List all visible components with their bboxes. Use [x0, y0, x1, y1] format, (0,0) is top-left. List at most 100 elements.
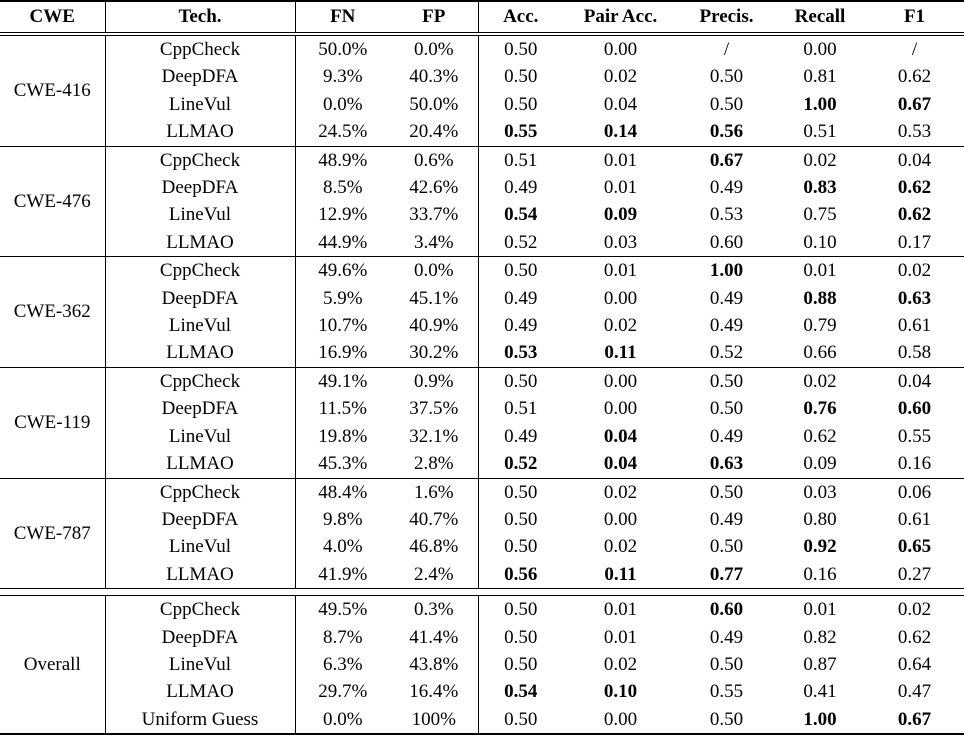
- metric-cell-precis: 0.50: [709, 536, 744, 558]
- table-row: CWE-787 CppCheck 48.4% 1.6% 0.50 0.02 0.50 0.03…: [0, 478, 964, 544]
- metric-cell-pair-acc: 0.10: [603, 681, 638, 703]
- tech-cell: LLMAO: [104, 228, 295, 257]
- metric-cell-fp: 33.7%: [409, 204, 459, 226]
- metric-cell-pair-acc: 0.09: [603, 204, 638, 226]
- metric-cell-pair-acc: 0.02: [603, 481, 638, 503]
- metric-cell-recall: 0.01: [803, 599, 837, 621]
- cwe-group-label: CWE-476: [13, 190, 91, 212]
- metric-cell-acc: 0.55: [477, 118, 563, 147]
- metric-cell-pair-acc: 0.02: [603, 653, 638, 675]
- metric-cell-acc: 0.51: [477, 146, 563, 175]
- table-row: DeepDFA 9.3% 40.3% 0.50 0.02 0.50 0.81 0.62: [0, 63, 964, 91]
- metric-cell-f1: 0.63: [897, 287, 932, 309]
- metric-cell-recall: 0.01: [803, 260, 837, 282]
- col-header-recall: Recall: [794, 6, 846, 27]
- metric-cell-fn: 16.9%: [294, 339, 390, 368]
- tech-cell: CppCheck: [104, 595, 295, 624]
- col-header-tech: Tech.: [104, 1, 295, 34]
- metric-cell-acc: 0.50: [477, 623, 563, 651]
- metric-cell-fp: 40.3%: [409, 66, 459, 88]
- metric-cell-fn: 49.1%: [294, 367, 390, 396]
- metric-cell-acc: 0.50: [477, 256, 563, 285]
- table-row: LLMAO 44.9% 3.4% 0.52 0.03 0.60 0.10 0.17: [0, 228, 964, 257]
- metric-cell-fp: 50.0%: [409, 93, 459, 115]
- metric-cell-fn: 0.0%: [294, 705, 390, 735]
- metric-cell-acc: 0.50: [477, 34, 563, 64]
- metric-cell-acc: 0.53: [477, 339, 563, 368]
- metric-cell-pair-acc: 0.01: [603, 149, 638, 171]
- metric-cell-precis: 0.53: [709, 204, 744, 226]
- metric-cell-fp: 1.6%: [413, 481, 454, 503]
- metric-cell-precis: 0.50: [709, 66, 744, 88]
- table-row: LineVul 6.3% 43.8% 0.50 0.02 0.50 0.87 0.64: [0, 650, 964, 679]
- metric-cell-fp: 30.2%: [409, 342, 459, 364]
- metric-cell-pair-acc: 0.00: [603, 287, 638, 309]
- metric-cell-pair-acc: 0.14: [603, 121, 638, 143]
- metric-cell-pair-acc: 0.01: [603, 626, 638, 648]
- cwe-group-label: CWE-787: [13, 522, 91, 544]
- metric-cell-fp: 42.6%: [409, 177, 459, 199]
- metric-cell-pair-acc: 0.01: [603, 177, 638, 199]
- metric-cell-precis: 0.49: [709, 425, 744, 447]
- metric-cell-precis: 0.50: [709, 370, 744, 392]
- metric-cell-acc: 0.52: [477, 228, 563, 257]
- metric-cell-fp: 0.6%: [413, 149, 454, 171]
- metric-cell-pair-acc: 0.11: [604, 563, 637, 585]
- table-row: DeepDFA 9.8% 40.7% 0.50 0.00 0.49 0.80 0.61: [0, 505, 964, 534]
- metric-cell-recall: 0.66: [803, 342, 837, 364]
- table-row: CWE-416 CppCheck 50.0% 0.0% 0.50 0.00 / 0.00 /: [0, 34, 964, 101]
- metric-cell-f1: 0.55: [897, 425, 932, 447]
- metric-cell-fp: 40.9%: [409, 315, 459, 337]
- metric-cell-recall: 0.87: [803, 653, 837, 675]
- metric-cell-fn: 9.3%: [294, 63, 390, 91]
- col-header-f1: F1: [903, 6, 926, 27]
- metric-cell-pair-acc: 0.04: [603, 93, 638, 115]
- metric-cell-fn: 44.9%: [294, 228, 390, 257]
- tech-cell: DeepDFA: [104, 174, 295, 202]
- table-row: DeepDFA 8.7% 41.4% 0.50 0.01 0.49 0.82 0.62: [0, 623, 964, 651]
- cwe-group-label: CWE-119: [14, 411, 91, 433]
- tech-cell: LLMAO: [104, 450, 295, 478]
- metric-cell-precis: 0.50: [709, 653, 744, 675]
- metric-cell-fn: 11.5%: [294, 395, 390, 423]
- metric-cell-pair-acc: 0.04: [603, 453, 638, 475]
- metric-cell-f1: /: [911, 39, 918, 60]
- table-row: DeepDFA 5.9% 45.1% 0.49 0.00 0.49 0.88 0.63: [0, 284, 964, 313]
- metric-cell-acc: 0.51: [477, 395, 563, 423]
- metric-cell-precis: /: [723, 39, 730, 60]
- metric-cell-precis: 0.49: [709, 508, 744, 530]
- metric-cell-pair-acc: 0.04: [603, 425, 638, 447]
- metric-cell-fp: 40.7%: [409, 508, 459, 530]
- metric-cell-fp: 0.0%: [413, 260, 454, 282]
- table-row: CWE-362 CppCheck 49.6% 0.0% 0.50 0.01 1.00 0.01…: [0, 256, 964, 322]
- metric-cell-f1: 0.02: [897, 260, 932, 282]
- table-row: LineVul 0.0% 50.0% 0.50 0.04 0.50 1.00 0.67: [0, 90, 964, 119]
- metric-cell-recall: 0.03: [803, 481, 837, 503]
- metric-cell-recall: 0.81: [803, 66, 837, 88]
- metric-cell-recall: 1.00: [803, 93, 837, 115]
- group-cwe-476: CWE-476 CppCheck 48.9% 0.6% 0.51 0.01 0.67 0.02…: [0, 146, 964, 257]
- metric-cell-fn: 9.8%: [294, 505, 390, 534]
- metric-cell-fn: 49.6%: [294, 256, 390, 285]
- group-cwe-119: CWE-119 CppCheck 49.1% 0.9% 0.50 0.00 0.50 0.02…: [0, 367, 964, 478]
- metric-cell-f1: 0.62: [897, 177, 932, 199]
- metric-cell-recall: 0.75: [803, 204, 837, 226]
- metric-cell-precis: 0.50: [709, 708, 744, 730]
- metric-cell-acc: 0.50: [477, 478, 563, 506]
- metric-cell-fn: 49.5%: [294, 595, 390, 624]
- tech-cell: LLMAO: [104, 560, 295, 589]
- metric-cell-pair-acc: 0.00: [603, 398, 638, 420]
- metric-cell-recall: 0.00: [803, 39, 837, 60]
- col-header-cwe: CWE: [29, 6, 75, 27]
- metric-cell-recall: 0.10: [803, 231, 837, 253]
- metric-cell-f1: 0.62: [897, 626, 932, 648]
- metric-cell-recall: 0.41: [803, 681, 837, 703]
- metric-cell-fn: 48.9%: [294, 146, 390, 175]
- metric-cell-fp: 16.4%: [409, 681, 459, 703]
- tech-cell: LineVul: [104, 201, 295, 229]
- table-header: CWE Tech. FN FP Acc. Pair Acc. Precis. Recall F1: [0, 1, 964, 34]
- metric-cell-pair-acc: 0.11: [604, 342, 637, 364]
- metric-cell-recall: 0.02: [803, 149, 837, 171]
- metric-cell-acc: 0.50: [477, 63, 563, 91]
- metric-cell-acc: 0.50: [477, 533, 563, 561]
